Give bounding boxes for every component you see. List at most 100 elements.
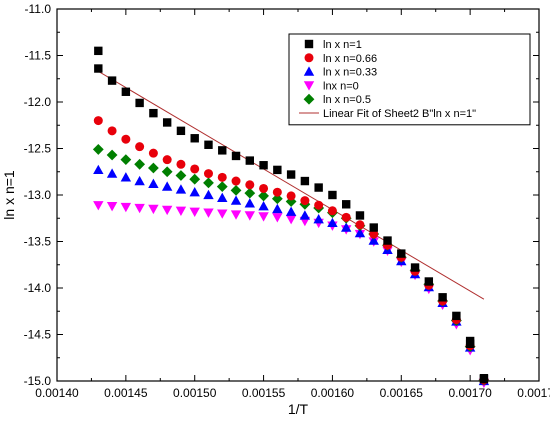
y-tick-label: -12.0 <box>24 95 52 109</box>
data-point <box>410 263 420 272</box>
x-axis-title: 1/T <box>288 401 309 417</box>
data-point <box>134 158 146 170</box>
y-tick-label: -14.5 <box>24 328 52 342</box>
legend-marker <box>303 66 315 76</box>
data-point <box>397 249 406 258</box>
data-point <box>245 180 255 190</box>
data-point <box>94 64 103 73</box>
data-point <box>272 187 282 197</box>
data-point <box>216 181 228 193</box>
data-point <box>135 98 144 108</box>
data-point <box>121 134 131 144</box>
x-tick-label: 0.00175 <box>517 386 550 400</box>
axis-ticks <box>56 8 540 382</box>
data-point <box>258 200 269 211</box>
data-point <box>107 126 117 136</box>
legend-label: ln x n=1 <box>323 39 362 51</box>
data-point <box>272 213 283 223</box>
legend-label: ln x n=0.66 <box>323 53 377 65</box>
y-tick-label: -13.0 <box>24 188 52 202</box>
data-point <box>217 192 228 202</box>
data-point <box>285 206 297 216</box>
data-point <box>190 164 200 174</box>
data-point <box>285 215 297 225</box>
data-point <box>176 126 186 136</box>
fit-line-group <box>98 70 485 300</box>
data-point <box>271 193 283 205</box>
data-point <box>93 164 104 175</box>
data-point <box>369 223 378 232</box>
data-point <box>314 200 324 210</box>
y-tick-label: -11.5 <box>25 49 52 63</box>
data-point <box>92 144 104 155</box>
data-point <box>383 236 392 245</box>
data-point <box>217 209 228 219</box>
data-point <box>355 211 365 220</box>
y-tick-label: -12.5 <box>24 142 52 156</box>
data-point <box>217 172 227 182</box>
data-point <box>341 222 352 232</box>
data-point <box>438 293 447 302</box>
data-point <box>162 155 172 165</box>
data-point <box>354 227 366 238</box>
legend-label: ln x n=0.5 <box>323 94 371 106</box>
data-point <box>162 118 172 127</box>
data-point <box>244 187 256 199</box>
x-tick-label: 0.00155 <box>242 386 286 400</box>
y-tick-label: -11.0 <box>25 2 52 16</box>
data-point <box>299 210 311 220</box>
data-point <box>258 212 269 222</box>
legend-marker <box>303 81 315 91</box>
y-tick-label: -15.0 <box>24 374 52 388</box>
data-point <box>230 184 242 196</box>
data-point <box>342 200 351 209</box>
data-points <box>92 46 490 389</box>
data-point <box>93 116 103 126</box>
data-point <box>245 156 254 165</box>
tick-labels: 0.00140 0.00145 0.00150 0.00155 0.00160 0.001… <box>24 2 550 400</box>
data-point <box>149 108 158 118</box>
legend-label: Linear Fit of Sheet2 B"ln x n=1" <box>323 108 476 120</box>
data-point <box>327 217 338 228</box>
data-point <box>259 161 268 170</box>
data-point <box>134 203 145 214</box>
data-point <box>175 206 187 217</box>
data-point <box>175 184 187 194</box>
legend-marker <box>304 53 314 63</box>
data-point <box>161 205 173 216</box>
data-point <box>94 46 103 56</box>
data-point <box>134 175 145 186</box>
legend-marker <box>304 39 314 49</box>
data-point <box>204 140 213 149</box>
data-point <box>121 87 131 96</box>
data-point <box>106 168 118 178</box>
data-point <box>231 151 241 161</box>
legend-label: lnx n=0 <box>323 80 359 92</box>
legend-marker <box>303 93 315 105</box>
data-point <box>286 191 296 201</box>
data-point <box>313 213 324 224</box>
data-point <box>203 208 214 218</box>
data-point <box>230 210 242 220</box>
data-point <box>106 202 118 212</box>
data-point <box>355 220 365 230</box>
x-tick-label: 0.00140 <box>35 386 79 400</box>
x-tick-label: 0.00165 <box>380 386 424 400</box>
data-point <box>273 165 282 175</box>
data-point <box>452 311 461 321</box>
data-point <box>300 176 310 186</box>
data-point <box>120 202 132 213</box>
x-tick-label: 0.00145 <box>104 386 148 400</box>
data-point <box>148 162 159 174</box>
data-point <box>120 172 132 182</box>
data-point <box>203 169 213 179</box>
linear-fit-line <box>98 70 485 300</box>
data-point <box>148 148 158 158</box>
data-point <box>135 142 145 152</box>
y-axis-title: ln x n=1 <box>1 170 17 220</box>
data-point <box>244 211 255 221</box>
data-point <box>107 76 117 85</box>
data-point <box>106 149 118 161</box>
data-point <box>190 134 199 143</box>
data-point <box>286 170 296 179</box>
